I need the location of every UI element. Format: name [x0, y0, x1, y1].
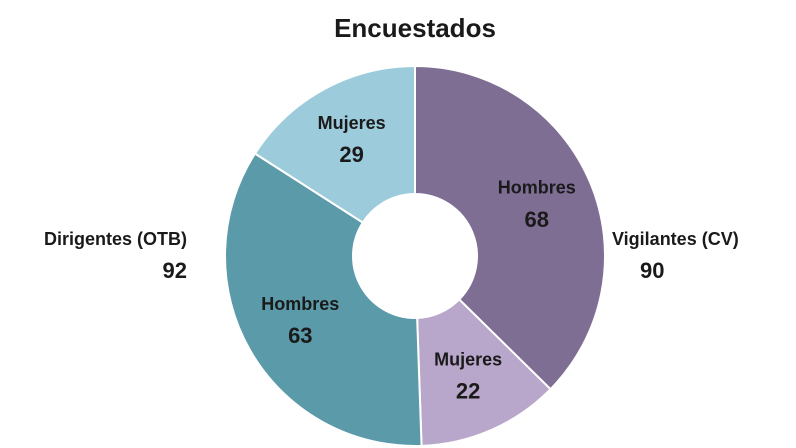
slice-value: 22	[456, 379, 480, 404]
slice-value: 68	[524, 207, 548, 232]
donut-slice	[414, 64, 606, 391]
group-label: Dirigentes (OTB)	[44, 229, 187, 249]
slice-label: Hombres	[498, 178, 576, 198]
chart-title: Encuestados	[334, 13, 496, 43]
slice-label: Mujeres	[318, 113, 386, 133]
slice-value: 29	[339, 142, 363, 167]
donut-slice	[224, 152, 423, 447]
slice-label: Mujeres	[434, 350, 502, 370]
group-value: 92	[163, 258, 187, 283]
slice-label: Hombres	[261, 294, 339, 314]
donut-slice	[416, 298, 552, 447]
group-label: Vigilantes (CV)	[612, 229, 739, 249]
group-value: 90	[640, 258, 664, 283]
slice-value: 63	[288, 323, 312, 348]
donut-slice	[253, 64, 416, 224]
